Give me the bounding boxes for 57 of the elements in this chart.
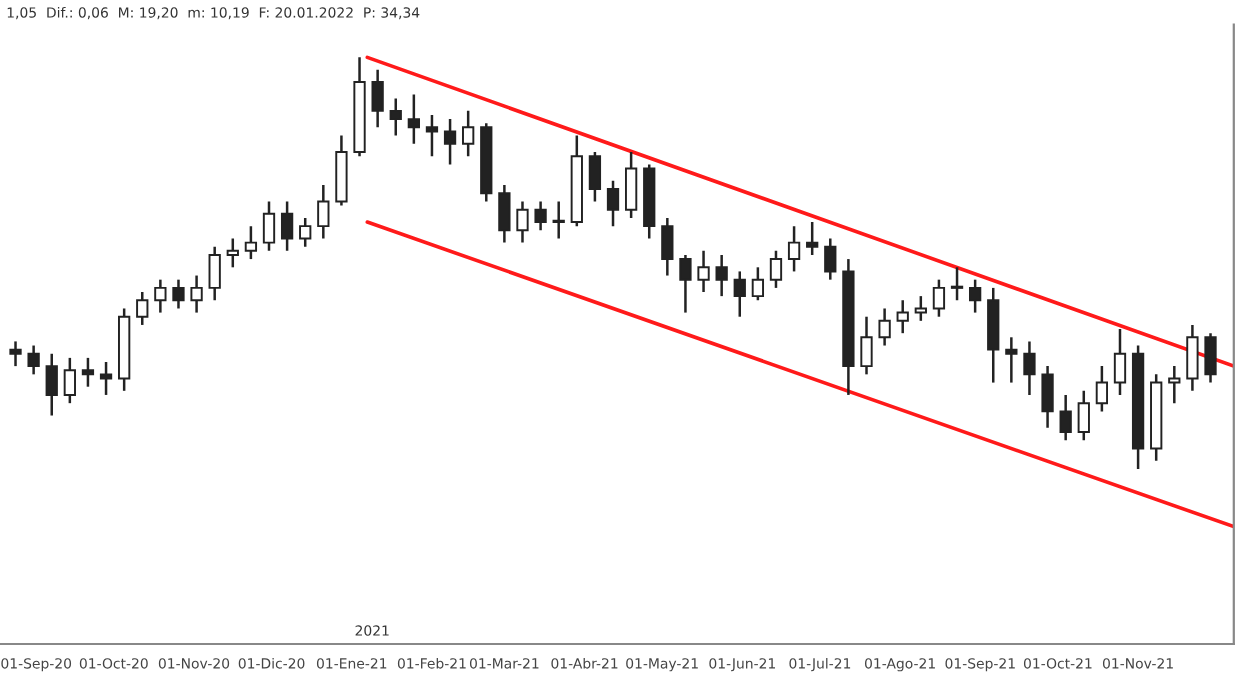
candlestick	[425, 113, 439, 158]
candlestick	[679, 253, 692, 314]
candlestick	[534, 200, 547, 232]
candlestick	[1113, 327, 1127, 397]
candlestick	[45, 352, 58, 417]
candlestick	[606, 179, 620, 228]
candlestick	[1186, 323, 1199, 393]
candlestick	[661, 216, 674, 277]
candlestick	[1168, 364, 1181, 405]
candlestick	[1077, 389, 1090, 442]
candlestick	[443, 117, 457, 166]
candlestick	[824, 237, 837, 281]
candlestick	[769, 249, 783, 290]
candlestick	[733, 270, 746, 318]
candlestick	[1095, 364, 1109, 413]
candlestick	[896, 299, 909, 335]
candlestick	[498, 183, 511, 244]
candlestick	[697, 249, 710, 294]
candlestick	[371, 68, 384, 129]
candlestick	[1041, 364, 1054, 430]
candlestick	[244, 224, 258, 261]
candlestick	[27, 344, 40, 376]
candlestick	[914, 294, 927, 323]
candlestick	[262, 200, 276, 253]
candlestick	[516, 200, 529, 244]
candlestick	[878, 307, 891, 347]
candlestick	[1023, 340, 1036, 397]
candlestick	[751, 266, 765, 302]
candlestick	[969, 278, 982, 314]
candlestick	[1204, 331, 1217, 384]
candlestick	[389, 97, 402, 137]
candlestick	[860, 315, 873, 376]
candlestick	[299, 216, 312, 248]
candlestick	[280, 200, 294, 253]
candlestick	[99, 360, 113, 397]
candlestick	[154, 278, 167, 314]
candlestick	[226, 237, 239, 269]
candlestick	[1059, 393, 1072, 442]
candlestick	[806, 220, 819, 257]
candlestick	[317, 183, 330, 240]
candlestick	[208, 245, 221, 302]
candlestick	[172, 278, 185, 310]
candlestick	[81, 356, 95, 388]
candlestick	[787, 224, 801, 273]
candlestick	[190, 274, 203, 314]
candlestick	[462, 109, 475, 158]
candlestick	[63, 356, 76, 405]
candlestick	[624, 150, 638, 220]
candlestick	[932, 278, 946, 318]
candlestick	[950, 266, 964, 302]
candlestick	[407, 93, 420, 146]
candlestick	[9, 340, 22, 368]
candlestick	[588, 150, 602, 203]
candlestick	[1005, 336, 1018, 384]
candlestick	[552, 200, 565, 240]
candlestick	[715, 253, 728, 298]
candlestick	[136, 290, 149, 327]
